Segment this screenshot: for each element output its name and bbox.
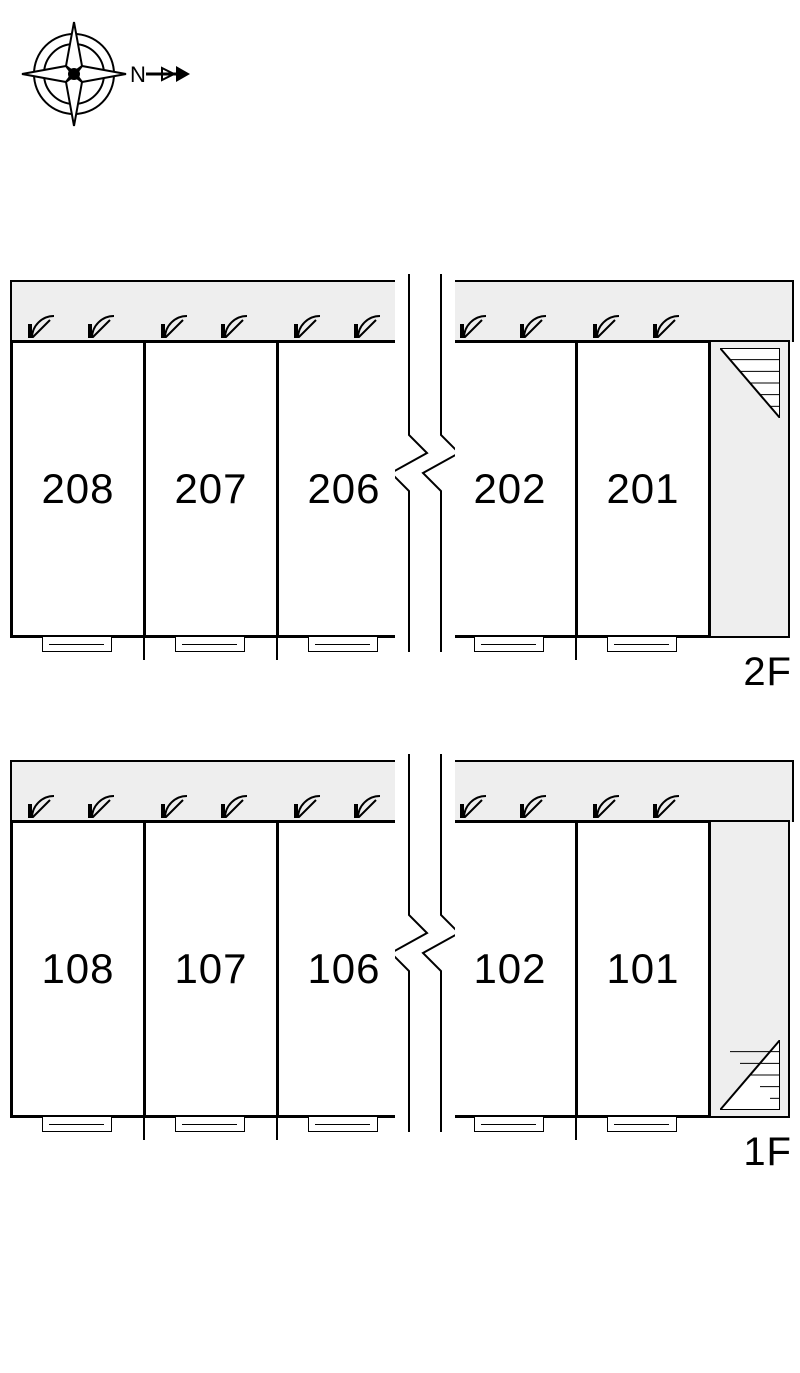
break-line: [395, 274, 455, 665]
stair-icon: [720, 348, 780, 423]
unit-label: 208: [41, 465, 114, 513]
unit-208: 208: [10, 340, 146, 638]
window-icon: [42, 1116, 112, 1132]
floor-label: 1F: [743, 1130, 792, 1175]
door-icon: [593, 788, 619, 818]
compass-n-label: N: [130, 62, 146, 87]
door-icon: [354, 308, 380, 338]
door-icon: [294, 308, 320, 338]
unit-108: 108: [10, 820, 146, 1118]
door-icon: [520, 788, 546, 818]
door-icon: [653, 308, 679, 338]
unit-label: 201: [606, 465, 679, 513]
tick: [276, 638, 278, 660]
door-icon: [460, 308, 486, 338]
door-icon: [520, 308, 546, 338]
window-icon: [607, 636, 677, 652]
window-icon: [308, 636, 378, 652]
unit-label: 101: [606, 945, 679, 993]
window-icon: [42, 636, 112, 652]
unit-202: 202: [442, 340, 578, 638]
unit-label: 202: [473, 465, 546, 513]
unit-label: 206: [307, 465, 380, 513]
tick: [575, 638, 577, 660]
stair-icon: [720, 1040, 780, 1115]
door-icon: [161, 788, 187, 818]
door-icon: [161, 308, 187, 338]
door-icon: [221, 788, 247, 818]
window-icon: [175, 1116, 245, 1132]
floor-label: 2F: [743, 650, 792, 695]
unit-label: 107: [174, 945, 247, 993]
tick: [143, 1118, 145, 1140]
door-icon: [88, 308, 114, 338]
door-icon: [460, 788, 486, 818]
unit-label: 108: [41, 945, 114, 993]
window-icon: [607, 1116, 677, 1132]
window-icon: [308, 1116, 378, 1132]
unit-206: 206: [276, 340, 412, 638]
unit-102: 102: [442, 820, 578, 1118]
tick: [575, 1118, 577, 1140]
door-icon: [88, 788, 114, 818]
unit-101: 101: [575, 820, 711, 1118]
break-line: [395, 754, 455, 1145]
unit-207: 207: [143, 340, 279, 638]
door-icon: [593, 308, 619, 338]
tick: [143, 638, 145, 660]
unit-107: 107: [143, 820, 279, 1118]
compass: N: [20, 20, 190, 133]
tick: [276, 1118, 278, 1140]
window-icon: [175, 636, 245, 652]
door-icon: [28, 308, 54, 338]
door-icon: [221, 308, 247, 338]
window-icon: [474, 1116, 544, 1132]
unit-label: 102: [473, 945, 546, 993]
unit-label: 106: [307, 945, 380, 993]
unit-201: 201: [575, 340, 711, 638]
unit-106: 106: [276, 820, 412, 1118]
door-icon: [294, 788, 320, 818]
window-icon: [474, 636, 544, 652]
door-icon: [28, 788, 54, 818]
door-icon: [653, 788, 679, 818]
door-icon: [354, 788, 380, 818]
unit-label: 207: [174, 465, 247, 513]
